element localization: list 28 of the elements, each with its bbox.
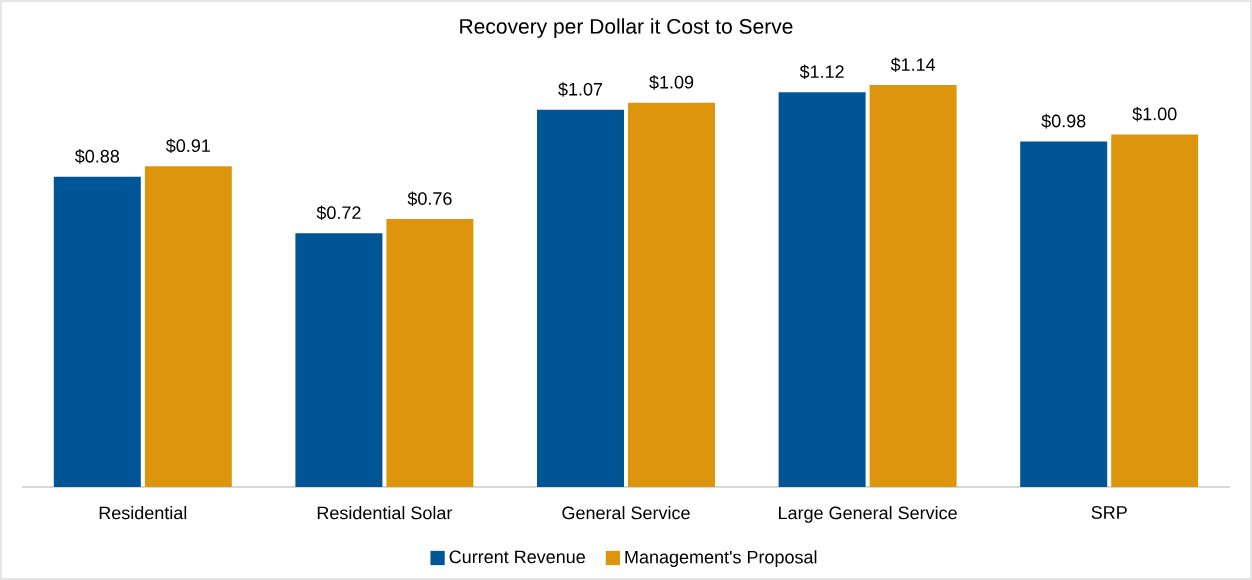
bar bbox=[869, 85, 957, 487]
data-label: $0.98 bbox=[1041, 113, 1086, 129]
data-label: $0.91 bbox=[165, 138, 210, 154]
bar bbox=[1111, 134, 1199, 487]
bar bbox=[53, 176, 141, 487]
legend-label: Current Revenue bbox=[449, 550, 585, 564]
bar bbox=[1020, 141, 1108, 487]
data-label: $1.00 bbox=[1132, 106, 1177, 122]
x-tick-label: SRP bbox=[1091, 506, 1127, 519]
data-label: $0.76 bbox=[407, 191, 452, 207]
bar bbox=[295, 233, 383, 487]
x-tick-label: General Service bbox=[562, 506, 690, 520]
bar bbox=[144, 166, 232, 487]
x-tick-label: Residential Solar bbox=[317, 506, 453, 520]
chart-title: Recovery per Dollar it Cost to Serve bbox=[460, 18, 793, 38]
data-label: $0.88 bbox=[74, 149, 120, 164]
x-tick-label: Large General Service bbox=[779, 506, 957, 523]
data-label: $1.12 bbox=[799, 64, 844, 80]
data-label: $1.14 bbox=[890, 57, 936, 73]
bar bbox=[628, 102, 716, 487]
data-label: $1.09 bbox=[649, 75, 694, 90]
data-label: $0.72 bbox=[316, 205, 361, 221]
bar bbox=[537, 109, 624, 487]
x-tick-label: Residential bbox=[99, 506, 187, 520]
bar bbox=[386, 219, 474, 487]
data-label: $1.07 bbox=[558, 82, 603, 97]
bar bbox=[778, 92, 866, 487]
legend-label: Management's Proposal bbox=[625, 550, 817, 568]
